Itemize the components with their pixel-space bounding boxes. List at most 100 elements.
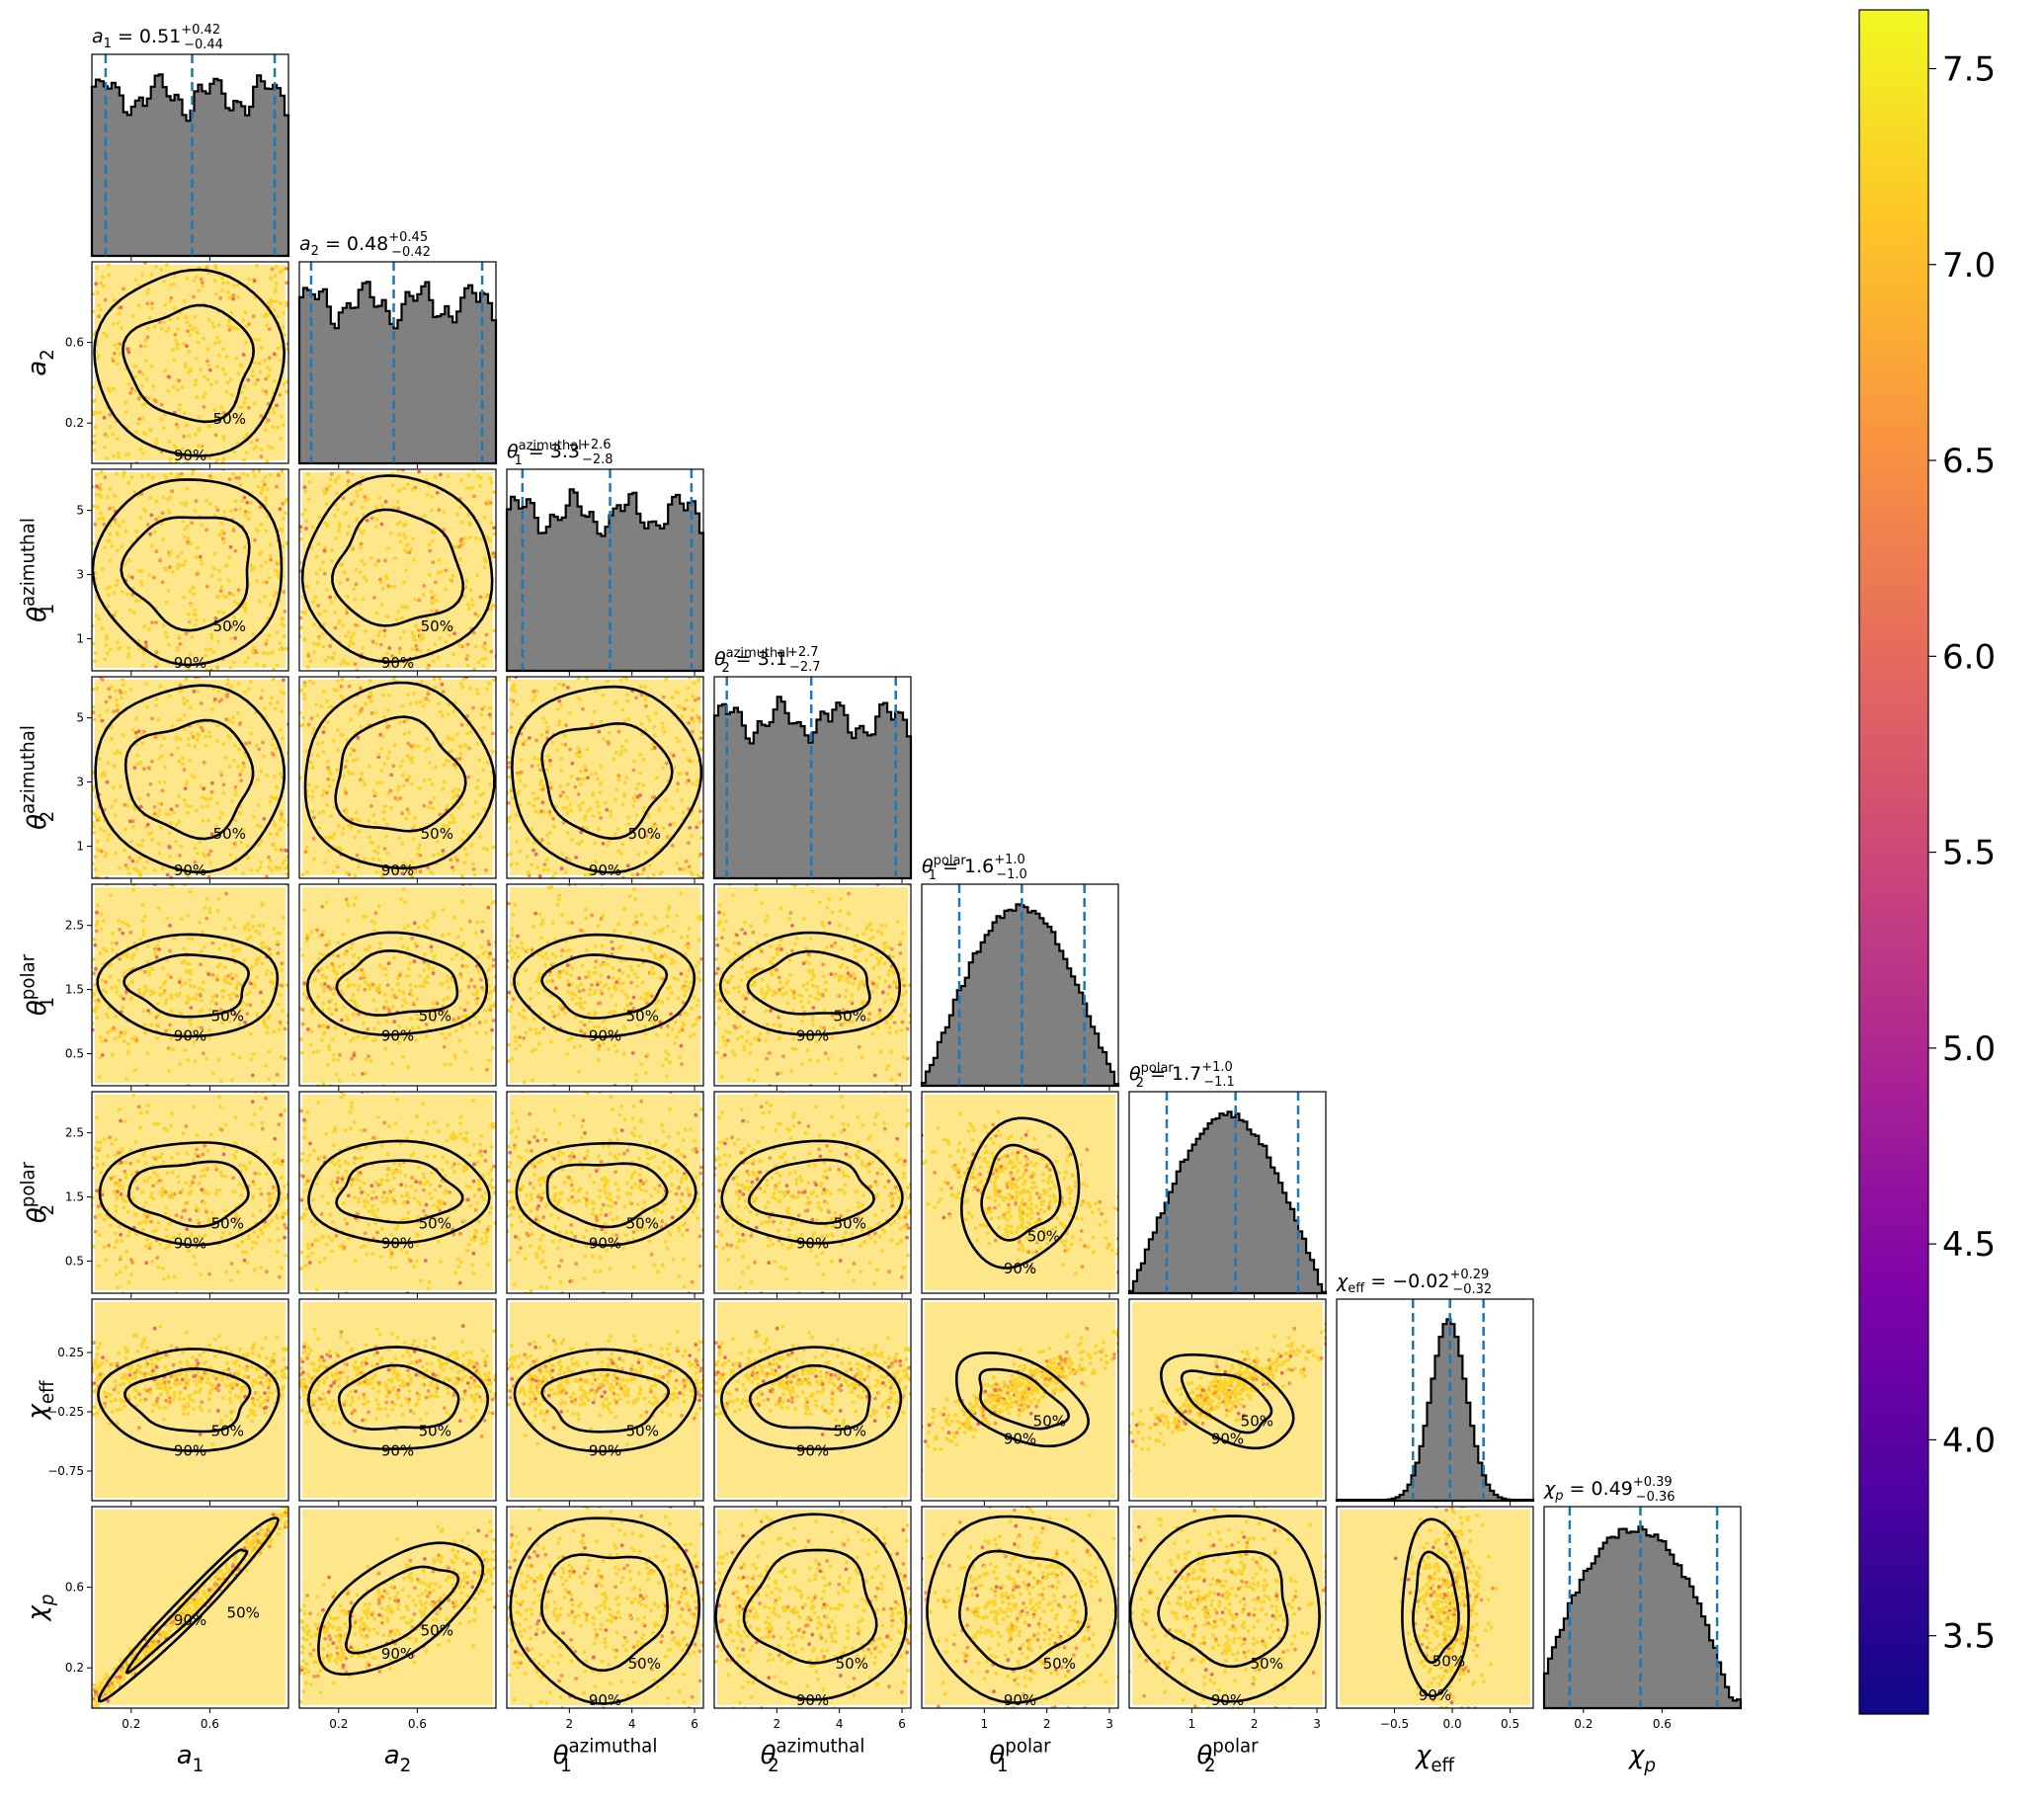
scatter-point bbox=[799, 999, 803, 1004]
scatter-point bbox=[451, 867, 456, 872]
scatter-point bbox=[695, 678, 700, 683]
scatter-point bbox=[732, 1024, 737, 1028]
scatter-point bbox=[152, 805, 157, 809]
scatter-point bbox=[193, 744, 198, 749]
scatter-point bbox=[431, 600, 436, 605]
scatter-point bbox=[427, 966, 432, 970]
scatter-point bbox=[530, 862, 534, 867]
scatter-point bbox=[338, 1053, 342, 1057]
scatter-point bbox=[755, 1068, 760, 1073]
scatter-point bbox=[636, 963, 641, 968]
scatter-point bbox=[617, 981, 622, 986]
scatter-point bbox=[131, 313, 135, 318]
scatter-point bbox=[843, 1021, 847, 1025]
scatter-point bbox=[243, 609, 248, 614]
scatter-point bbox=[412, 816, 417, 820]
scatter-point bbox=[257, 956, 261, 960]
scatter-point bbox=[413, 942, 418, 946]
scatter-point bbox=[176, 1151, 180, 1156]
scatter-point bbox=[359, 541, 364, 546]
scatter-point bbox=[344, 633, 348, 638]
scatter-point bbox=[616, 977, 621, 981]
scatter-point bbox=[220, 529, 225, 533]
scatter-point bbox=[566, 782, 570, 786]
scatter-point bbox=[481, 768, 486, 773]
scatter-point bbox=[652, 1022, 657, 1026]
scatter-point bbox=[205, 797, 210, 801]
scatter-point bbox=[149, 831, 154, 836]
scatter-point bbox=[224, 595, 229, 600]
scatter-point bbox=[263, 1224, 268, 1229]
scatter-point bbox=[416, 1017, 420, 1021]
scatter-point bbox=[492, 490, 496, 494]
scatter-point bbox=[384, 972, 388, 977]
scatter-point bbox=[335, 971, 339, 976]
scatter-point bbox=[638, 753, 643, 757]
scatter-point bbox=[302, 697, 307, 700]
scatter-point bbox=[135, 868, 140, 873]
scatter-point bbox=[242, 751, 247, 756]
x-axis-label-a1: a1 bbox=[177, 1741, 204, 1776]
contour-label-90: 90% bbox=[174, 447, 206, 464]
scatter-point bbox=[256, 778, 260, 782]
scatter-point bbox=[100, 625, 105, 630]
scatter-point bbox=[167, 642, 171, 647]
scatter-point bbox=[118, 689, 123, 694]
scatter-point bbox=[114, 521, 119, 525]
scatter-point bbox=[760, 987, 764, 992]
scatter-point bbox=[286, 1013, 288, 1018]
scatter-point bbox=[176, 387, 181, 392]
scatter-point bbox=[99, 281, 103, 286]
scatter-point bbox=[477, 1021, 482, 1024]
scatter-point bbox=[161, 426, 166, 431]
scatter-point bbox=[648, 1019, 653, 1024]
scatter-point bbox=[593, 689, 598, 694]
scatter-point bbox=[566, 990, 571, 994]
scatter-point bbox=[160, 965, 165, 970]
scatter-point bbox=[314, 702, 318, 706]
scatter-point bbox=[460, 899, 464, 904]
scatter-point bbox=[483, 641, 487, 646]
scatter-point bbox=[200, 804, 204, 809]
scatter-point bbox=[361, 646, 366, 650]
scatter-point bbox=[145, 326, 150, 331]
scatter-point bbox=[224, 563, 229, 568]
scatter-point bbox=[576, 746, 581, 751]
scatter-point bbox=[326, 766, 331, 770]
scatter-point bbox=[686, 757, 691, 762]
scatter-point bbox=[189, 731, 194, 736]
scatter-point bbox=[206, 424, 210, 429]
scatter-point bbox=[352, 499, 357, 504]
scatter-point bbox=[846, 975, 851, 979]
scatter-point bbox=[232, 925, 237, 930]
contour-label-90: 90% bbox=[589, 861, 621, 879]
scatter-point bbox=[390, 654, 394, 658]
scatter-point bbox=[364, 914, 368, 919]
scatter-point bbox=[193, 1059, 198, 1063]
scatter-point bbox=[95, 839, 100, 844]
scatter-point bbox=[619, 989, 624, 993]
scatter-point bbox=[144, 988, 149, 992]
scatter-point bbox=[854, 948, 858, 953]
scatter-point bbox=[183, 981, 188, 986]
scatter-point bbox=[263, 475, 268, 479]
scatter-point bbox=[320, 974, 325, 979]
scatter-point bbox=[484, 1030, 489, 1035]
scatter-point bbox=[600, 943, 605, 948]
scatter-point bbox=[599, 917, 604, 921]
scatter-point bbox=[262, 580, 266, 584]
scatter-point bbox=[555, 706, 560, 711]
scatter-point bbox=[95, 903, 100, 908]
scatter-point bbox=[193, 846, 198, 851]
scatter-point bbox=[852, 971, 856, 976]
scatter-point bbox=[592, 709, 597, 714]
scatter-point bbox=[876, 929, 880, 934]
scatter-point bbox=[281, 423, 286, 427]
scatter-point bbox=[183, 559, 188, 563]
scatter-point bbox=[159, 402, 164, 407]
scatter-point bbox=[141, 451, 145, 455]
scatter-point bbox=[398, 796, 402, 800]
scatter-point bbox=[430, 609, 434, 614]
scatter-point bbox=[447, 759, 451, 764]
y-axis-label-a2-text: a2 bbox=[23, 349, 58, 376]
